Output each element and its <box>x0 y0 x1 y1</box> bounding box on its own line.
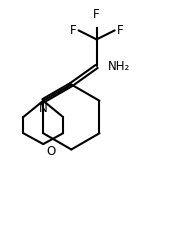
Text: F: F <box>117 24 124 37</box>
Text: F: F <box>93 8 100 21</box>
Text: N: N <box>39 102 48 115</box>
Text: O: O <box>46 145 56 158</box>
Text: NH₂: NH₂ <box>108 60 130 73</box>
Text: F: F <box>70 24 76 37</box>
